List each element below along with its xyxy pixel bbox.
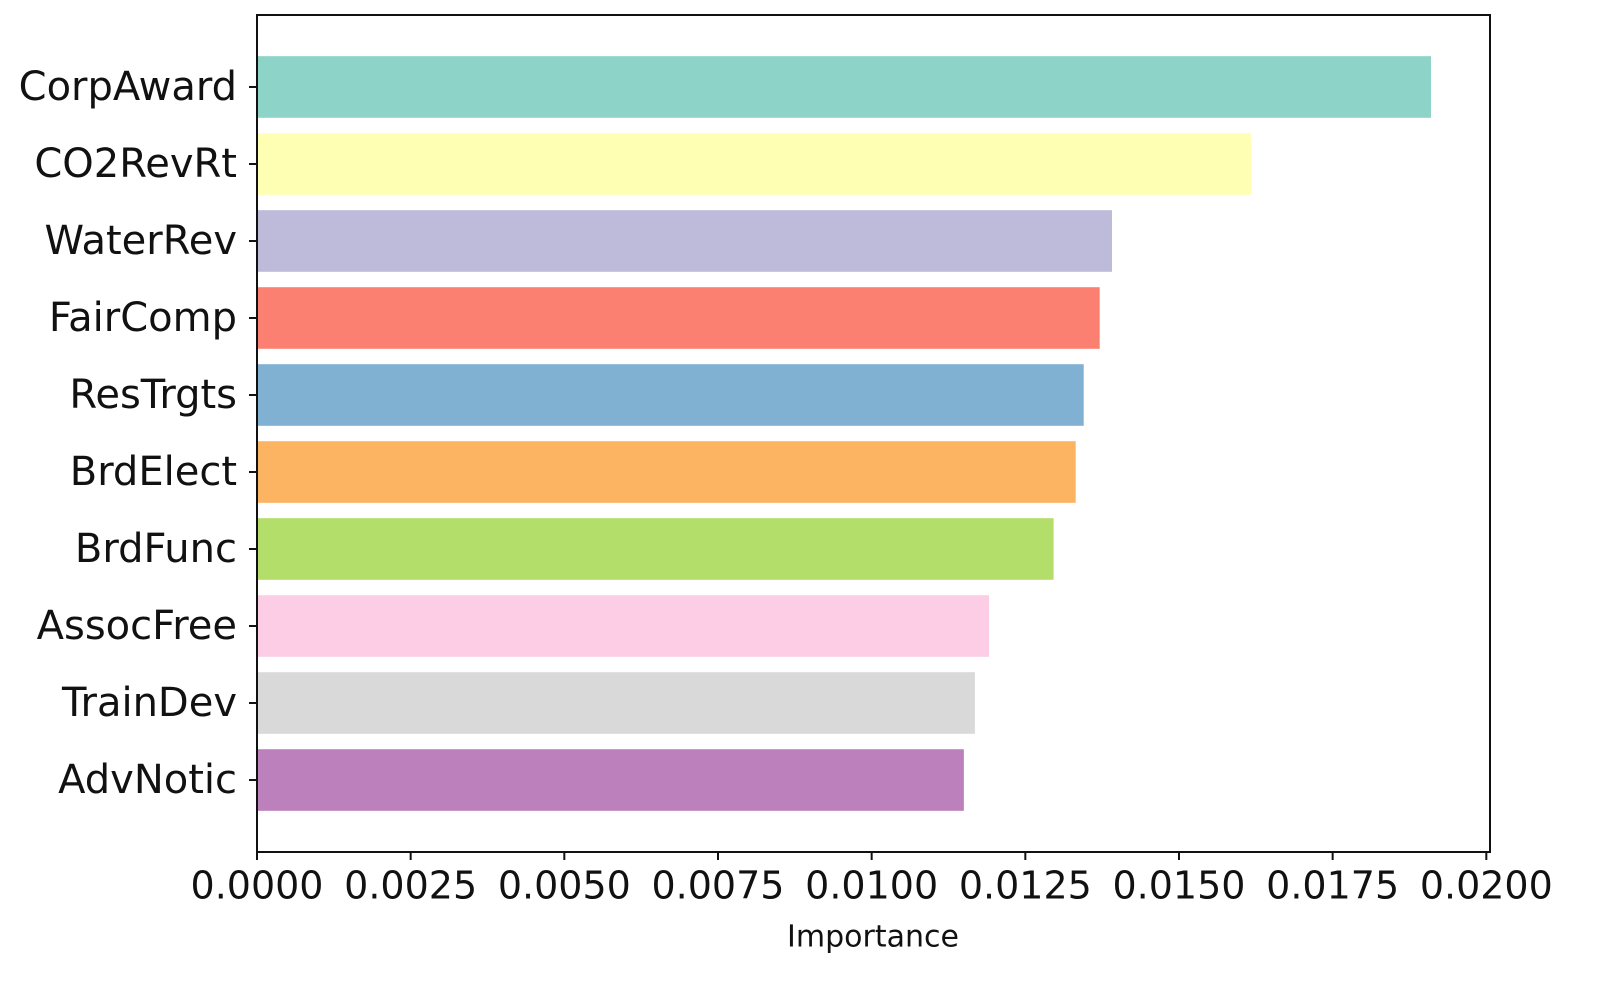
bar (257, 133, 1251, 195)
bar (257, 749, 964, 811)
bar (257, 364, 1084, 426)
x-tick-label: 0.0150 (1112, 864, 1245, 908)
y-tick-label: CO2RevRt (34, 141, 237, 187)
bar (257, 287, 1100, 349)
y-tick-label: ResTrgts (69, 372, 237, 418)
y-tick-label: TrainDev (61, 680, 237, 726)
x-tick-label: 0.0050 (498, 864, 631, 908)
y-tick-label: AssocFree (37, 603, 237, 649)
x-tick-label: 0.0000 (191, 864, 324, 908)
y-tick-label: WaterRev (44, 218, 237, 264)
y-tick-label: CorpAward (19, 64, 237, 110)
y-tick-label: BrdFunc (75, 526, 237, 572)
bar (257, 441, 1076, 503)
bar (257, 210, 1112, 272)
bar (257, 595, 990, 657)
bar (257, 672, 975, 734)
y-tick-label: AdvNotic (58, 757, 237, 803)
x-axis-label: Importance (787, 920, 959, 955)
x-tick-label: 0.0025 (344, 864, 477, 908)
y-tick-label: BrdElect (70, 449, 237, 495)
y-tick-label: FairComp (49, 295, 237, 341)
x-tick-label: 0.0075 (652, 864, 785, 908)
x-tick-label: 0.0100 (805, 864, 938, 908)
bar (257, 56, 1431, 118)
x-tick-label: 0.0200 (1420, 864, 1553, 908)
bar (257, 518, 1054, 580)
x-tick-label: 0.0125 (959, 864, 1092, 908)
x-tick-label: 0.0175 (1266, 864, 1399, 908)
plot-frame (256, 14, 1491, 853)
